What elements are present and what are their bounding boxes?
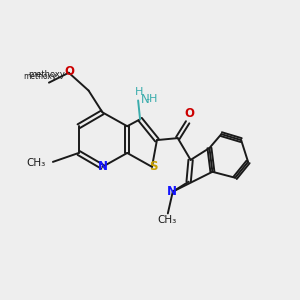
Text: CH₃: CH₃	[157, 215, 176, 225]
Text: H: H	[135, 86, 143, 97]
Text: N: N	[167, 185, 177, 198]
Text: N: N	[141, 93, 149, 106]
Text: methoxy: methoxy	[23, 72, 57, 81]
Text: N: N	[98, 160, 107, 173]
Text: O: O	[184, 107, 195, 120]
Text: methoxy: methoxy	[28, 70, 65, 79]
Text: CH₃: CH₃	[27, 158, 46, 168]
Text: -H: -H	[146, 94, 158, 104]
Text: S: S	[149, 160, 157, 173]
Text: O: O	[65, 65, 75, 78]
